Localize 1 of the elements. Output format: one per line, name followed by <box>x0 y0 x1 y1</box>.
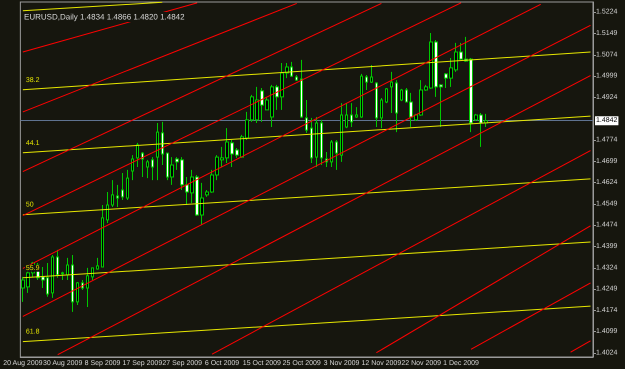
text: EURUSD,Daily 1.4834 1.4866 1.4820 1.4842 <box>24 12 186 22</box>
